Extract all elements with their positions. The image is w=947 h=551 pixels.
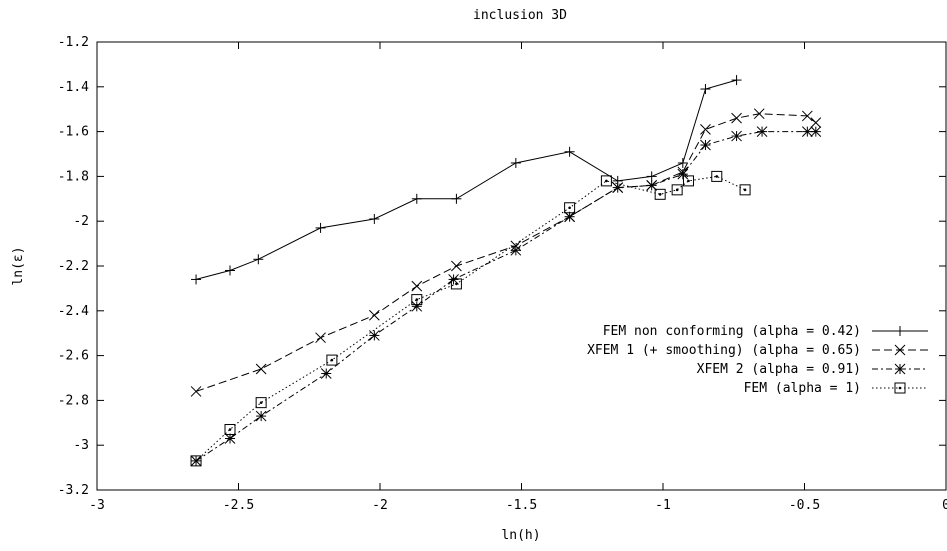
data-point	[731, 75, 742, 86]
data-point	[801, 110, 813, 122]
x-tick-label: -0.5	[789, 498, 820, 513]
y-tick-label: -1.8	[58, 169, 89, 184]
data-point	[801, 126, 813, 137]
series-line	[195, 175, 746, 462]
data-point	[191, 274, 202, 285]
data-point	[646, 180, 658, 191]
data-point	[326, 354, 338, 366]
y-tick-label: -2.2	[58, 259, 89, 274]
data-point	[411, 280, 423, 292]
y-axis-label: ln(ε)	[11, 246, 26, 285]
series-layer	[190, 75, 822, 467]
legend-entry: FEM non conforming (alpha = 0.42)	[603, 324, 928, 339]
data-point	[654, 188, 666, 200]
data-point	[369, 213, 380, 224]
data-point	[677, 157, 688, 168]
data-point	[368, 330, 380, 341]
data-point	[320, 368, 332, 379]
data-point	[224, 433, 236, 444]
data-point	[510, 244, 522, 256]
x-axis-label: ln(h)	[501, 528, 540, 543]
data-point	[739, 184, 751, 196]
legend-entry: XFEM 2 (alpha = 0.91)	[697, 362, 928, 377]
data-point	[451, 193, 462, 204]
data-point	[190, 386, 202, 397]
data-point	[810, 117, 822, 128]
data-point	[451, 260, 462, 272]
data-point	[677, 168, 689, 180]
data-point	[700, 124, 711, 135]
data-point	[255, 397, 267, 409]
legend-marker	[894, 363, 906, 375]
series-3	[190, 126, 822, 467]
legend: FEM non conforming (alpha = 0.42) XFEM 1 …	[587, 324, 928, 396]
y-tick-label: -1.4	[58, 80, 89, 95]
data-point	[411, 193, 422, 204]
legend-marker	[894, 344, 906, 356]
legend-marker	[895, 326, 905, 336]
x-tick-label: 0	[942, 498, 947, 513]
data-point	[510, 157, 521, 168]
data-point	[315, 332, 326, 344]
series-line	[195, 131, 816, 462]
data-point	[711, 170, 723, 182]
data-point	[731, 112, 742, 124]
data-point	[600, 175, 612, 187]
data-point	[753, 108, 765, 120]
series-line	[195, 79, 737, 280]
x-tick-label: -2	[372, 498, 388, 513]
data-point	[612, 182, 624, 193]
x-tick-label: -1.5	[506, 498, 537, 513]
legend-label: XFEM 1 (+ smoothing) (alpha = 0.65)	[587, 343, 861, 358]
series-1	[191, 75, 742, 285]
x-tick-label: -3	[89, 498, 105, 513]
data-point	[255, 363, 267, 375]
legend-marker	[894, 382, 906, 394]
y-tick-label: -2.8	[58, 393, 89, 408]
data-point	[564, 146, 575, 157]
plot-frame	[96, 41, 947, 491]
series-line	[195, 113, 817, 392]
y-tick-label: -2	[73, 214, 89, 229]
legend-entry: FEM (alpha = 1)	[744, 381, 928, 396]
data-point	[450, 278, 462, 290]
y-tick-label: -2.4	[58, 304, 89, 319]
data-point	[731, 130, 742, 142]
chart-title: inclusion 3D	[473, 8, 567, 23]
legend-label: FEM non conforming (alpha = 0.42)	[603, 324, 861, 339]
data-point	[756, 126, 768, 137]
data-point	[700, 84, 711, 95]
y-tick-label: -1.6	[58, 125, 89, 140]
legend-label: FEM (alpha = 1)	[744, 381, 861, 396]
y-tick-label: -2.6	[58, 349, 89, 364]
data-point	[564, 202, 576, 214]
data-point	[255, 410, 267, 422]
data-point	[411, 294, 423, 306]
data-point	[315, 222, 326, 233]
data-point	[810, 126, 822, 137]
legend-label: XFEM 2 (alpha = 0.91)	[697, 362, 861, 377]
y-tick-label: -3.2	[58, 483, 89, 498]
series-4	[190, 170, 751, 467]
x-tick-label: -1	[655, 498, 671, 513]
data-point	[682, 175, 694, 187]
data-point	[368, 309, 380, 321]
y-tick-label: -3	[73, 438, 89, 453]
x-tick-label: -2.5	[223, 498, 254, 513]
data-point	[411, 300, 423, 312]
legend-entry: XFEM 1 (+ smoothing) (alpha = 0.65)	[587, 343, 928, 358]
data-point	[190, 455, 202, 467]
data-point	[700, 139, 711, 151]
y-tick-label: -1.2	[58, 35, 89, 50]
data-point	[671, 184, 683, 196]
data-point	[253, 254, 264, 265]
axes: -3 -2.5 -2 -1.5 -1 -0.5 0-3.2-3-2.8-2.6-2.4-2.…	[58, 35, 947, 513]
data-point	[564, 211, 575, 223]
data-point	[646, 171, 657, 182]
data-point	[224, 424, 236, 436]
data-point	[225, 265, 236, 276]
